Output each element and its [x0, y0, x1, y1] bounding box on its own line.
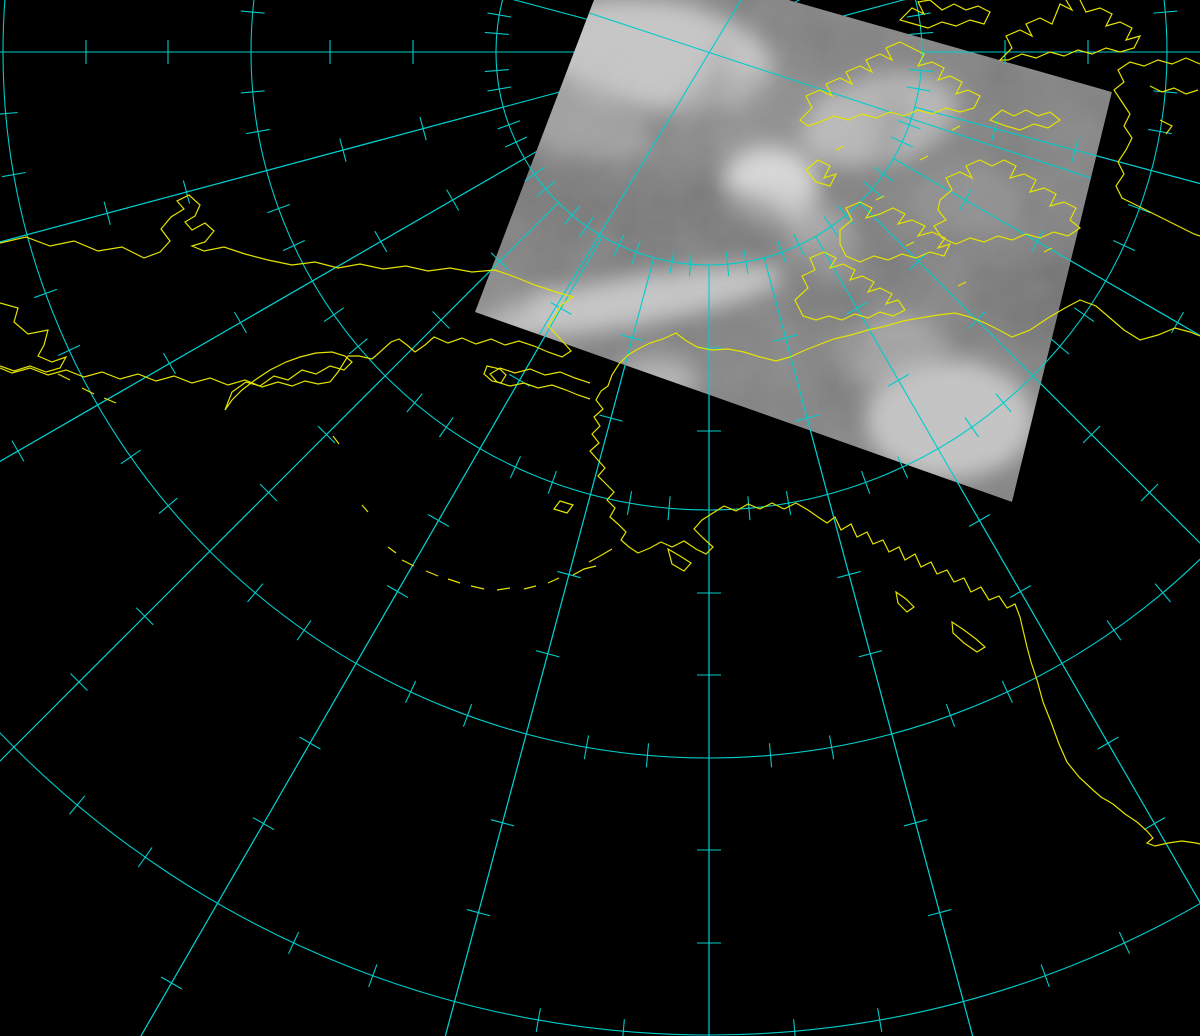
coastline-vancouver-island — [951, 620, 986, 653]
coastline-queen-elizabeth-islands — [799, 41, 981, 127]
coastline-devon-island — [988, 109, 1062, 131]
coastline-greenland-islets-1 — [1149, 85, 1199, 95]
coastlines — [0, 0, 1200, 847]
coastline-st-lawrence-island — [483, 365, 507, 384]
island-dash — [588, 548, 613, 563]
coastline-baffin-island — [933, 159, 1082, 245]
coastline-kodiak-island — [667, 547, 692, 572]
island-dash — [361, 504, 369, 513]
island-dash — [496, 587, 511, 591]
coastline-arctic-islands-top — [898, 0, 991, 29]
island-dash — [81, 387, 95, 395]
island-dash — [1043, 247, 1053, 253]
coastline-haida-gwaii-island — [895, 590, 915, 613]
coastline-banks-victoria-island — [794, 251, 906, 321]
coastline-seward-peninsula — [489, 367, 591, 400]
island-dash — [835, 145, 845, 151]
coastline-small-island-west — [805, 159, 838, 187]
island-dash — [447, 578, 461, 584]
coastline-alaska-north-coast — [600, 299, 1200, 392]
island-dash — [387, 546, 397, 554]
island-dash — [425, 570, 439, 577]
coastline-alaska-west-coast-panhandle — [589, 390, 1200, 847]
island-dash — [905, 241, 915, 247]
island-dash — [951, 125, 961, 131]
coastline-anadyr-gulf-coast — [224, 351, 353, 411]
island-dash — [332, 435, 340, 445]
island-dash — [919, 155, 929, 161]
island-dash — [57, 373, 71, 381]
island-dash — [875, 195, 885, 201]
coastline-victoria-east-island — [839, 201, 952, 263]
island-dash — [470, 585, 485, 590]
coastline-chukotka-coast — [0, 194, 575, 388]
island-dash — [401, 559, 415, 567]
island-dash — [547, 577, 560, 584]
island-dash — [103, 397, 117, 404]
island-dash — [523, 585, 537, 590]
island-dash — [957, 281, 967, 287]
coastline-greenland-coast — [1113, 57, 1200, 237]
coastline-greenland-islets-2 — [1159, 119, 1173, 135]
coastline-ellesmere-island — [998, 0, 1142, 61]
coastline-kamchatka-edge-coast — [0, 302, 68, 373]
island-dash — [572, 565, 597, 576]
coastline-nunivak-island — [553, 500, 574, 514]
